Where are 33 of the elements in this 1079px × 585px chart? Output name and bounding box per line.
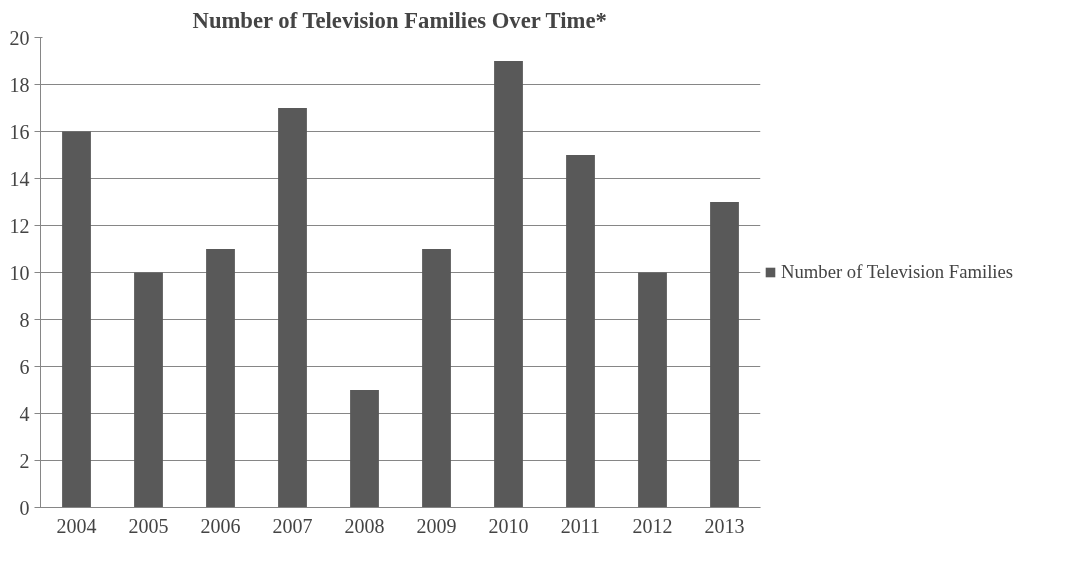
bar — [494, 61, 523, 508]
y-tick-label: 18 — [9, 73, 30, 96]
bar — [278, 108, 307, 508]
x-tick-label: 2007 — [272, 514, 313, 537]
y-tick-label: 12 — [9, 214, 30, 237]
x-tick-label: 2011 — [560, 514, 601, 537]
y-tick-label: 6 — [19, 355, 30, 378]
x-tick-label: 2005 — [128, 514, 169, 537]
y-tick-label: 20 — [9, 26, 30, 49]
bar — [62, 131, 91, 508]
bar — [350, 390, 379, 508]
bar — [206, 249, 235, 508]
x-tick-label: 2008 — [344, 514, 385, 537]
bar — [422, 249, 451, 508]
bar — [710, 202, 739, 508]
y-tick-label: 4 — [19, 402, 30, 425]
legend-label: Number of Television Families — [781, 261, 1014, 283]
x-tick-label: 2006 — [200, 514, 241, 537]
chart-title: Number of Television Families Over Time* — [192, 7, 607, 33]
x-tick-label: 2004 — [56, 514, 97, 537]
y-tick-label: 2 — [19, 449, 30, 472]
y-tick-label: 0 — [19, 496, 30, 519]
x-tick-label: 2012 — [632, 514, 673, 537]
bar — [638, 272, 667, 508]
bar — [566, 155, 595, 508]
x-tick-label: 2010 — [488, 514, 529, 537]
y-tick-label: 8 — [19, 308, 30, 331]
y-tick-label: 10 — [9, 261, 30, 284]
x-tick-label: 2013 — [704, 514, 745, 537]
y-tick-label: 14 — [9, 167, 30, 190]
x-tick-label: 2009 — [416, 514, 457, 537]
bar — [134, 272, 163, 508]
y-tick-label: 16 — [9, 120, 30, 143]
